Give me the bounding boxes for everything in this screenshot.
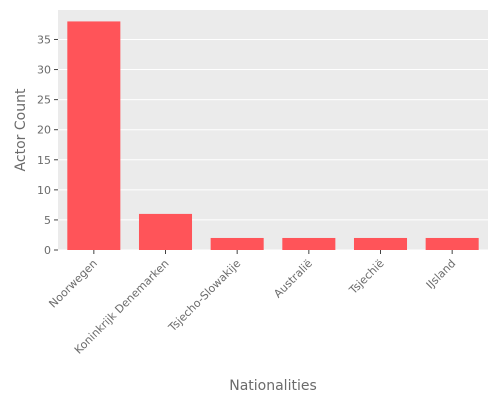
x-tick-label: Tsjechië (346, 257, 387, 298)
bar-5 (425, 237, 479, 250)
y-tick-label: 10 (37, 184, 51, 197)
bar-0 (67, 21, 121, 250)
y-axis-ticks: 0 5 10 15 20 25 30 35 (37, 33, 58, 257)
y-tick-label: 25 (37, 94, 51, 107)
y-axis-title: Actor Count (13, 88, 29, 171)
bar-1 (138, 213, 193, 250)
bar-4 (353, 237, 408, 250)
y-tick-label: 5 (44, 214, 51, 227)
x-tick-label: Noorwegen (46, 257, 100, 311)
x-tick-label: Tsjecho-Slowakije (165, 257, 243, 335)
y-tick-label: 30 (37, 64, 51, 77)
y-tick-label: 35 (37, 33, 51, 46)
bar-2 (210, 237, 264, 250)
y-tick-label: 0 (44, 244, 51, 257)
bars (67, 21, 479, 250)
x-tick-label: Australië (271, 257, 315, 301)
bar-3 (282, 237, 336, 250)
x-axis-title: Nationalities (229, 378, 317, 394)
x-tick-label: IJsland (424, 257, 459, 292)
y-tick-label: 20 (37, 124, 51, 137)
y-tick-label: 15 (37, 154, 51, 167)
grid-lines (58, 38, 488, 251)
